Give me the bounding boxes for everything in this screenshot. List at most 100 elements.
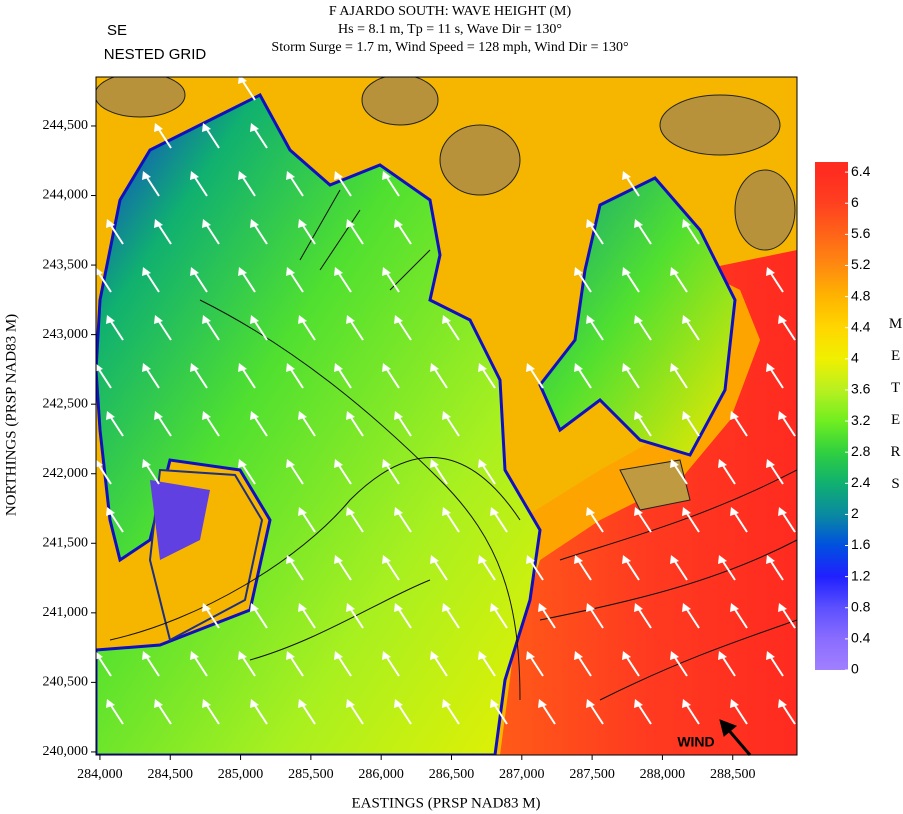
wave-arrow-head xyxy=(778,699,787,708)
wave-arrow-head xyxy=(574,267,583,276)
wave-arrow-head xyxy=(430,555,439,564)
wave-arrow xyxy=(589,607,604,629)
colorbar-tick-label: 4 xyxy=(851,350,859,366)
wave-arrow-head xyxy=(154,123,163,132)
wave-arrow-head xyxy=(682,603,691,612)
wave-arrow xyxy=(301,223,316,245)
wave-arrow-head xyxy=(106,411,115,420)
wave-arrow-head xyxy=(202,315,211,324)
colorbar-tick-label: 2.8 xyxy=(851,443,871,459)
colorbar-tick-label: 6 xyxy=(851,194,859,210)
wave-arrow xyxy=(733,703,748,725)
wave-arrow-head xyxy=(190,651,199,660)
wave-arrow-head xyxy=(586,603,595,612)
wave-arrow-head xyxy=(526,651,535,660)
wave-arrow xyxy=(337,655,352,677)
wave-arrow xyxy=(289,559,304,581)
wave-arrow xyxy=(397,319,412,341)
wave-arrow-head xyxy=(106,219,115,228)
x-tick-label: 288,500 xyxy=(710,767,756,782)
wave-arrow xyxy=(301,607,316,629)
wave-arrow xyxy=(577,367,592,389)
wave-arrow-head xyxy=(202,699,211,708)
wave-arrow xyxy=(193,271,208,293)
wind-arrow xyxy=(719,719,752,756)
wave-arrow-head xyxy=(238,651,247,660)
wave-arrow-head xyxy=(238,459,247,468)
wave-arrow-head xyxy=(96,267,103,276)
wave-arrow xyxy=(589,319,604,341)
wave-arrow xyxy=(625,367,640,389)
wave-arrow-head xyxy=(490,699,499,708)
wave-arrow xyxy=(385,367,400,389)
wave-arrow-head xyxy=(670,363,679,372)
wave-arrow xyxy=(481,463,496,485)
wave-arrow xyxy=(685,415,700,437)
wave-arrow-head xyxy=(526,363,535,372)
wave-arrow-head xyxy=(250,315,259,324)
wave-arrow-head xyxy=(346,411,355,420)
y-tick-label: 243,500 xyxy=(43,257,89,272)
wave-arrow xyxy=(433,559,448,581)
x-tick-label: 284,000 xyxy=(77,767,123,782)
wave-arrow-head xyxy=(586,699,595,708)
wave-arrow-head xyxy=(478,363,487,372)
wave-arrow xyxy=(529,559,544,581)
wave-arrow xyxy=(637,607,652,629)
wave-arrow xyxy=(241,175,256,197)
x-tick-label: 285,500 xyxy=(288,767,334,782)
wave-arrow xyxy=(109,703,124,725)
colorbar xyxy=(815,162,848,670)
wave-arrow xyxy=(685,607,700,629)
wave-arrow-head xyxy=(442,315,451,324)
wave-arrow xyxy=(637,319,652,341)
wave-arrow-head xyxy=(682,315,691,324)
wave-arrow xyxy=(445,319,460,341)
wave-arrow-head xyxy=(670,651,679,660)
wave-arrow-head xyxy=(250,603,259,612)
colorbar-tick-label: 0.4 xyxy=(851,630,871,646)
wave-arrow xyxy=(301,415,316,437)
bay xyxy=(96,93,542,755)
wave-arrow-head xyxy=(298,219,307,228)
wave-arrow xyxy=(193,655,208,677)
x-tick-label: 287,500 xyxy=(569,767,615,782)
wave-arrow-head xyxy=(394,603,403,612)
wave-arrow-head xyxy=(634,699,643,708)
wave-arrow xyxy=(337,463,352,485)
wave-arrow xyxy=(781,511,796,533)
wave-arrow-head xyxy=(142,267,151,276)
wave-arrow-head xyxy=(778,507,787,516)
wave-arrow xyxy=(157,127,172,149)
wave-arrow-head xyxy=(346,315,355,324)
wave-arrow-head xyxy=(478,459,487,468)
wave-arrow xyxy=(445,415,460,437)
wave-arrow-head xyxy=(394,507,403,516)
x-tick-label: 287,000 xyxy=(499,767,545,782)
wave-arrow xyxy=(205,319,220,341)
wave-arrow-head xyxy=(730,603,739,612)
wave-arrow xyxy=(685,511,700,533)
wave-arrow-head xyxy=(430,363,439,372)
wave-arrow xyxy=(481,655,496,677)
y-tick-label: 241,000 xyxy=(43,605,89,620)
wave-arrow-head xyxy=(238,267,247,276)
wave-arrow-head xyxy=(298,411,307,420)
wave-arrow-head xyxy=(382,363,391,372)
wave-arrow xyxy=(673,367,688,389)
wave-arrow xyxy=(397,223,412,245)
wave-arrow-head xyxy=(106,507,115,516)
wave-arrow xyxy=(433,463,448,485)
wave-arrow xyxy=(241,463,256,485)
wave-arrow-head xyxy=(142,171,151,180)
wave-arrow-head xyxy=(718,651,727,660)
wave-arrow xyxy=(205,703,220,725)
wave-arrow xyxy=(397,607,412,629)
wave-arrow-head xyxy=(382,267,391,276)
wave-arrow-head xyxy=(346,507,355,516)
colorbar-tick-label: 1.2 xyxy=(851,567,871,583)
wave-arrow-head xyxy=(250,411,259,420)
colorbar-tick-label: 0 xyxy=(851,661,859,677)
wave-arrow xyxy=(205,127,220,149)
wave-arrow xyxy=(253,415,268,437)
